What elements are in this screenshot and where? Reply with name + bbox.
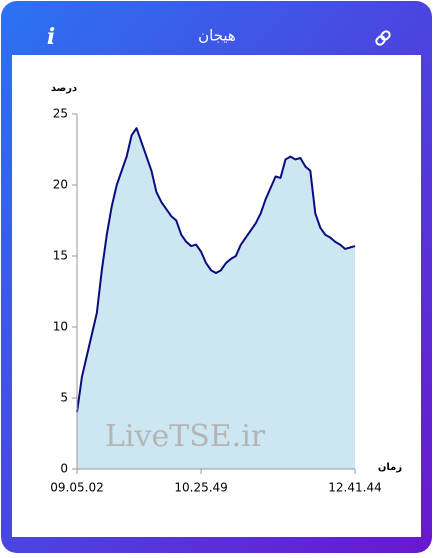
x-tick-label: 09.05.02: [50, 481, 103, 495]
link-button[interactable]: [375, 30, 391, 46]
watermark: LiveTSE.ir: [105, 419, 266, 454]
x-tick-label: 10.25.49: [174, 481, 227, 495]
y-tick-label: 10: [53, 320, 68, 334]
y-tick-label: 0: [60, 462, 68, 476]
y-tick-label: 5: [60, 391, 68, 405]
x-axis-label: زمان: [378, 462, 402, 473]
y-axis-label: درصد: [51, 83, 77, 94]
info-button[interactable]: i: [47, 24, 55, 50]
y-tick-label: 25: [53, 107, 68, 121]
title: هیجان: [198, 27, 236, 45]
y-tick-label: 20: [53, 178, 68, 192]
line: [76, 127, 356, 413]
x-tick-label: 12.41.44: [328, 481, 381, 495]
y-tick-label: 15: [53, 249, 68, 263]
area-fill: [77, 128, 355, 469]
